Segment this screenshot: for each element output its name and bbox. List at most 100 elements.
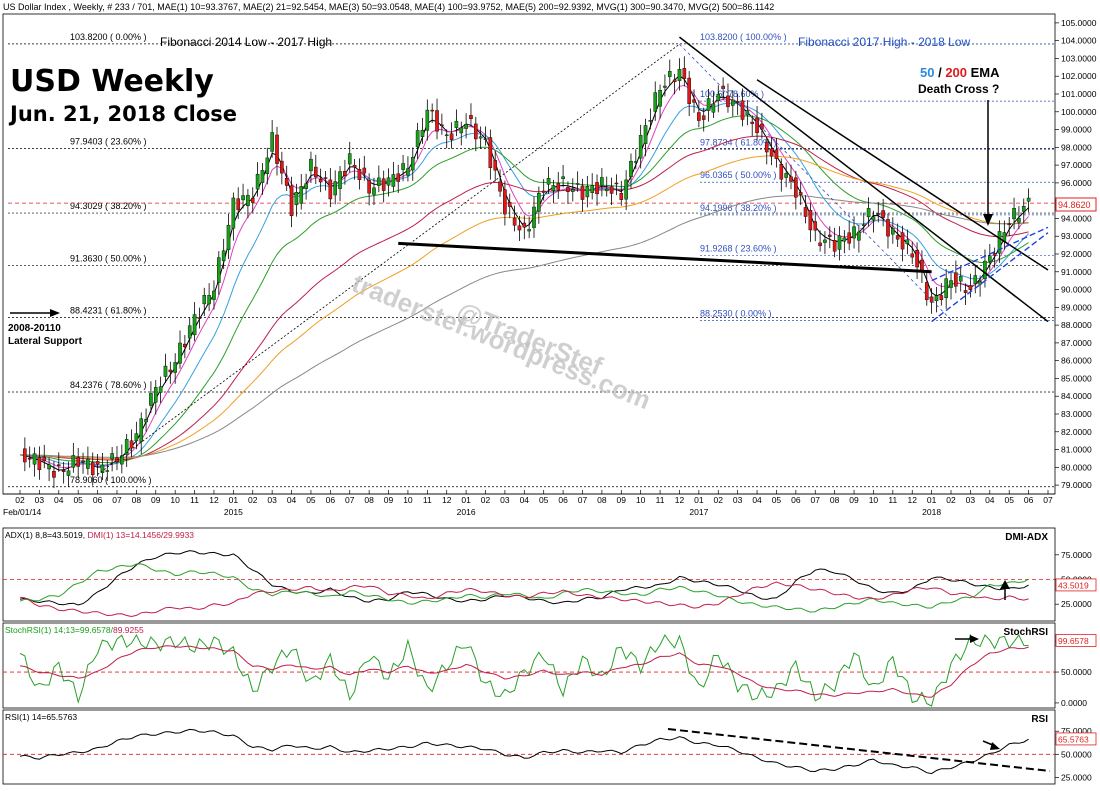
x-axis-month-label: 12 xyxy=(675,495,685,505)
candle-body xyxy=(372,187,376,195)
candle-body xyxy=(677,69,682,82)
candle-body xyxy=(483,138,488,140)
candle-body xyxy=(246,195,250,207)
price-axis-tick-label: 87.0000 xyxy=(1061,338,1092,348)
candle-body xyxy=(410,157,415,171)
candle-body xyxy=(173,362,177,373)
candle-body xyxy=(275,134,279,164)
candle-body xyxy=(362,167,367,174)
candle-body xyxy=(498,181,502,192)
candle-body xyxy=(634,161,638,163)
chart-subtitle: Jun. 21, 2018 Close xyxy=(8,102,237,126)
candle-body xyxy=(590,185,594,193)
candle-body xyxy=(61,469,66,472)
x-axis-month-label: 05 xyxy=(772,495,782,505)
candle-body xyxy=(464,124,468,129)
candle-body xyxy=(401,163,405,170)
candle-body xyxy=(735,101,740,104)
indicator-value-label: 65.5763 xyxy=(1058,734,1089,744)
fib-right-level-label: 88.2530 ( 0.00% ) xyxy=(700,309,772,319)
candle-body xyxy=(488,137,493,168)
candle-body xyxy=(711,103,716,113)
candle-body xyxy=(638,135,643,159)
candle-body xyxy=(299,186,304,204)
support-label-line2: Lateral Support xyxy=(8,336,83,347)
candle-body xyxy=(798,192,803,195)
candle-body xyxy=(66,470,71,476)
x-axis-month-label: 08 xyxy=(597,495,607,505)
indicator-axis-tick-label: 75.0000 xyxy=(1061,550,1092,560)
fib-left-level-label: 84.2376 ( 78.60% ) xyxy=(70,380,147,390)
candle-body xyxy=(522,222,527,228)
fib-left-level-label: 94.3029 ( 38.20% ) xyxy=(70,201,147,211)
candle-body xyxy=(784,173,788,178)
x-axis-month-label: 06 xyxy=(791,495,801,505)
indicator-panel-label: DMI-ADX xyxy=(1005,532,1048,543)
candle-body xyxy=(435,110,439,132)
indicator-series-line xyxy=(19,645,1029,698)
fib-left-diagonal xyxy=(97,43,680,475)
x-axis-month-label: 08 xyxy=(132,495,142,505)
candle-body xyxy=(168,369,173,373)
death-cross-label: Death Cross ? xyxy=(918,82,999,96)
candle-body xyxy=(929,296,934,303)
fib-right-level-label: 100.6( 78.60% ) xyxy=(700,89,764,99)
candle-body xyxy=(701,115,706,120)
indicator-value-box xyxy=(1055,578,1097,592)
candle-body xyxy=(318,179,323,183)
x-axis-month-label: 05 xyxy=(73,495,83,505)
price-axis-tick-label: 103.0000 xyxy=(1061,53,1097,63)
candle-body xyxy=(124,439,129,455)
price-axis-tick-label: 85.0000 xyxy=(1061,373,1092,383)
candle-body xyxy=(187,325,192,339)
indicator-series-line xyxy=(19,563,1029,613)
candle-body xyxy=(153,387,158,403)
x-axis-month-label: 12 xyxy=(442,495,452,505)
indicator-header: StochRSI(1) 14;13=99.6578/89.9255 xyxy=(5,625,144,635)
moving-average-lines xyxy=(19,74,1029,471)
candle-body xyxy=(842,237,847,242)
candle-body xyxy=(105,470,110,472)
candle-body xyxy=(532,206,536,228)
support-label-line1: 2008-20110 xyxy=(8,323,61,334)
candle-body xyxy=(377,177,381,186)
fib-left-level-label: 97.9403 ( 23.60% ) xyxy=(70,136,147,146)
candle-body xyxy=(939,295,944,301)
price-axis-tick-label: 79.0000 xyxy=(1061,480,1092,490)
candle-body xyxy=(139,418,144,442)
candle-body xyxy=(27,458,32,460)
x-axis-month-label: 01 xyxy=(694,495,704,505)
ema-annotation: 50 / 200 EMA xyxy=(920,65,1000,80)
x-axis-month-label: 04 xyxy=(985,495,995,505)
x-axis-month-label: 07 xyxy=(811,495,821,505)
x-axis-month-label: 08 xyxy=(830,495,840,505)
candle-body xyxy=(600,177,604,186)
candle-body xyxy=(663,85,667,88)
price-axis-tick-label: 96.0000 xyxy=(1061,178,1092,188)
candle-body xyxy=(847,232,851,244)
candle-body xyxy=(958,276,963,282)
last-price-box xyxy=(1055,197,1097,212)
candle-body xyxy=(241,195,245,201)
candle-body xyxy=(226,224,231,250)
candle-body xyxy=(284,178,289,186)
candle-body xyxy=(144,419,148,423)
candle-body xyxy=(852,226,856,239)
ema-annotation-50: 50 xyxy=(920,65,934,80)
candle-body xyxy=(260,170,265,183)
price-axis-tick-label: 90.0000 xyxy=(1061,285,1092,295)
fib-left-title: Fibonacci 2014 Low - 2017 High xyxy=(160,35,332,49)
candle-body xyxy=(886,219,890,237)
candle-body xyxy=(716,93,721,102)
indicator-header-main: StochRSI(1) 14;13=99.6578/ xyxy=(5,625,114,635)
price-axis-tick-label: 92.0000 xyxy=(1061,249,1092,259)
candle-body xyxy=(236,198,241,211)
price-axis-tick-label: 99.0000 xyxy=(1061,125,1092,135)
x-axis-month-label: 02 xyxy=(714,495,724,505)
x-axis-month-label: 01 xyxy=(229,495,239,505)
candle-body xyxy=(832,240,837,252)
candle-body xyxy=(474,123,478,140)
candle-body xyxy=(570,189,575,192)
x-axis-month-label: 05 xyxy=(306,495,316,505)
candle-body xyxy=(687,77,691,104)
